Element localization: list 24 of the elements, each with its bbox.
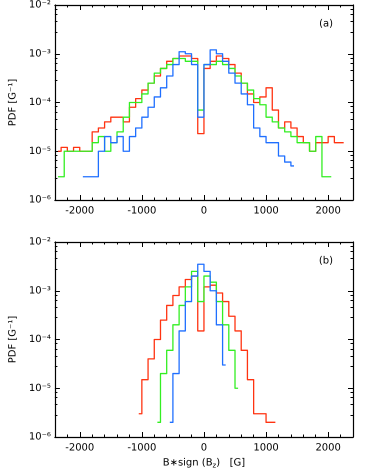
y-tick-label: 10⁻⁴ [28, 334, 51, 345]
y-tick-label: 10⁻² [28, 236, 51, 248]
x-tick-label: 1000 [253, 206, 279, 216]
x-tick-label: 1000 [253, 442, 279, 454]
x-tick-label: 2000 [315, 442, 341, 454]
y-tick-label: 10⁻³ [28, 285, 51, 296]
x-tick-label: 0 [200, 442, 208, 454]
x-tick-label: 2000 [315, 206, 341, 216]
y-tick-label: 10⁻⁵ [28, 382, 51, 394]
text: (a) [319, 18, 334, 30]
y-tick-label: 10⁻² [28, 0, 51, 10]
x-tick-label: 0 [200, 206, 208, 216]
y-tick-label: 10⁻³ [28, 48, 51, 60]
text: (b) [318, 256, 334, 266]
y-tick-label: 10⁻⁶ [28, 194, 51, 206]
y-axis-title: PDF [G⁻¹] [8, 78, 18, 126]
y-axis-title: PDF [G⁻¹] [8, 316, 18, 364]
x-tick-label: -2000 [65, 206, 94, 216]
x-tick-label: -1000 [127, 442, 156, 454]
y-tick-label: 10⁻⁶ [28, 432, 51, 442]
y-tick-label: 10⁻⁵ [28, 146, 51, 157]
x-tick-label: -2000 [65, 442, 94, 454]
x-tick-label: -1000 [127, 206, 156, 216]
y-tick-label: 10⁻⁴ [28, 97, 51, 108]
